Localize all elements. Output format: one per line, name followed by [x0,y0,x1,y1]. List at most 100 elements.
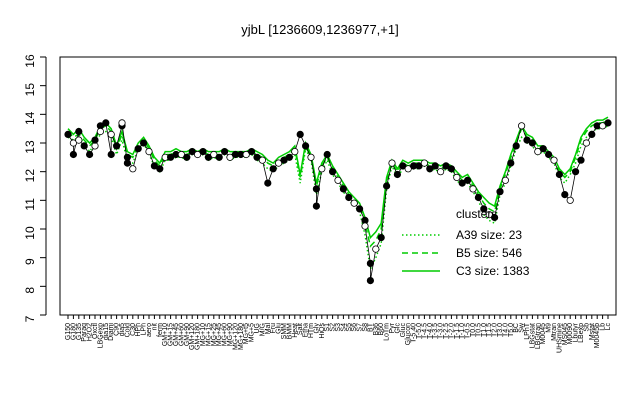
data-point [604,119,612,127]
data-point [145,148,153,156]
data-point [301,142,310,150]
legend-label: C3 size: 1383 [456,264,530,278]
plot-frame [59,56,617,316]
legend-label: B5 size: 546 [456,246,522,260]
data-point [463,176,472,184]
data-point [134,145,142,153]
y-tick-label: 7 [23,315,37,322]
data-point [345,193,353,202]
x-tick-label: nit [151,323,158,330]
x-tick-label: T0.0 [470,323,477,337]
data-point [75,127,83,136]
x-tick-label: SMM [281,323,288,340]
data-point [490,213,499,222]
legend-title: clusters [456,207,497,221]
x-tick-label: MG+120 [232,323,239,350]
x-tick-label: M/G [259,323,266,336]
data-point [350,199,358,207]
data-point [199,148,207,156]
x-tick-label: GM+15 [168,323,175,346]
x-tick-label: Diami [108,323,115,341]
series-line [67,116,609,240]
x-tick-label: BMM [286,323,293,340]
data-point [118,119,126,127]
data-point [80,142,88,150]
x-tick-label: G180 [70,323,77,340]
x-tick-label: MG+10 [200,323,207,346]
x-tick-label: Lb [600,323,607,331]
data-point [194,150,202,159]
x-tick-label: Sw [519,322,526,333]
data-point [129,165,137,173]
data-point [582,139,591,147]
x-tick-label: S1 [324,323,331,332]
data-point [442,162,450,170]
data-point [588,130,596,138]
data-point [140,139,148,147]
x-tick-label: LPh [141,323,148,336]
data-point [312,202,320,210]
data-point [496,188,504,196]
data-point [269,165,277,173]
x-tick-label: T-4.5 [421,323,428,339]
x-tick-label: S2 [330,323,337,332]
data-point [264,179,272,187]
data-point [183,153,191,161]
x-tick-label: MG+60 [222,323,229,346]
data-point [512,142,520,150]
data-point [113,142,121,150]
data-point [436,168,445,176]
x-tick-label: Gly [313,323,320,334]
x-tick-label: T4.0 [502,323,509,337]
data-point [399,162,407,170]
x-tick-label: T-4.0 [427,323,434,339]
data-point [534,148,542,156]
y-tick-label: 15 [23,83,37,97]
x-tick-label: T2.0 [492,323,499,337]
data-point [517,122,526,130]
x-tick-label: T1.5 [486,323,493,337]
x-tick-label: HTm [308,323,315,338]
data-point [86,150,94,159]
x-tick-label: GM+60 [178,323,185,346]
data-point [102,119,110,127]
x-tick-label: T-3.5 [432,323,439,339]
data-point [96,127,105,136]
x-tick-label: LBexp [578,323,585,343]
y-tick-label: 10 [23,226,37,240]
x-tick-label: Sb [583,323,590,332]
data-point [64,130,72,138]
data-point [258,156,266,164]
x-tick-label: GM+45 [173,323,180,346]
data-point [296,130,304,138]
data-point [253,153,261,161]
x-tick-label: Oxctl [92,323,99,339]
data-point [280,156,288,164]
x-tick-label: T-5.40 [411,323,418,343]
y-axis: 7 8 9 10 11 12 13 14 15 16 [23,54,47,322]
data-point [469,185,477,193]
data-point [598,122,607,130]
x-tick-label: GM+90 [184,323,191,346]
x-tick-label: T-3.0 [438,323,445,339]
x-tick-label: T-5.0 [416,323,423,339]
x-tick-label: Lbutyr [573,322,580,342]
data-point [328,168,337,176]
x-tick-label: C90 [114,323,121,336]
data-point [366,259,374,267]
x-tick-label: Glucon [405,323,412,345]
x-tick-label: B36 [373,323,380,336]
data-point [539,145,547,153]
data-point [91,136,99,144]
data-point [372,245,380,253]
x-axis: G150G180G135ParaqH2O2OxctlLBGexpdia15Dia… [65,315,612,353]
x-tick-label: HiOs [319,323,326,339]
x-tick-label: Glu [276,323,283,334]
x-tick-label: S8 [362,323,369,332]
x-tick-label: C30 [130,323,137,336]
x-tick-label: T-1.5 [454,323,461,339]
x-tick-label: G135 [76,323,83,340]
data-point [361,222,369,230]
y-tick-label: 9 [23,258,37,265]
